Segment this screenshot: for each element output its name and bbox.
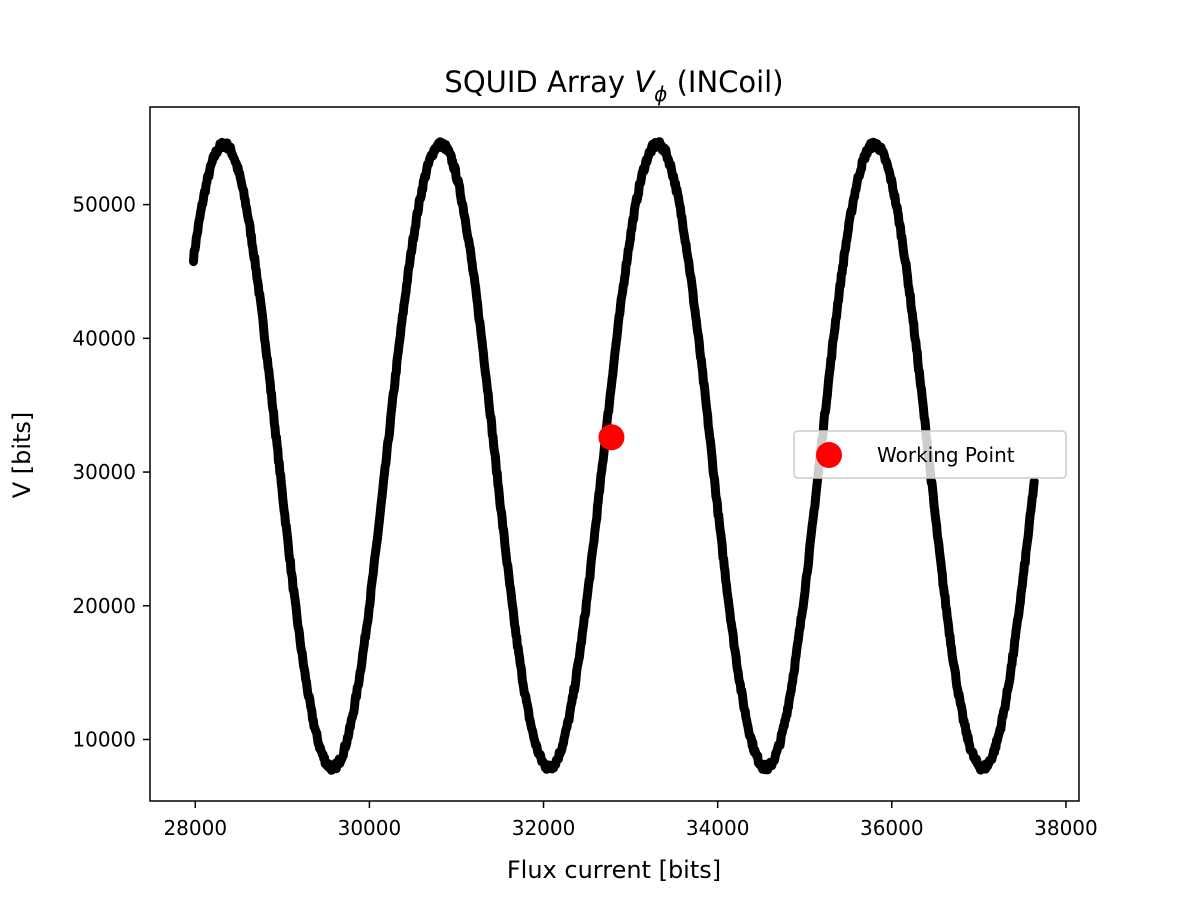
x-tick-label: 28000	[163, 816, 227, 840]
y-axis-label: V [bits]	[8, 412, 36, 499]
y-tick-label: 10000	[72, 727, 136, 751]
chart-title: SQUID Array Vϕ (INCoil)	[444, 65, 783, 106]
y-tick-label: 20000	[72, 594, 136, 618]
x-tick-label: 36000	[860, 816, 924, 840]
x-axis-label: Flux current [bits]	[507, 856, 721, 884]
y-tick-label: 40000	[72, 326, 136, 350]
plot-area	[189, 137, 1039, 775]
axes-frame	[149, 106, 1080, 802]
x-tick-label: 30000	[338, 816, 402, 840]
legend: Working Point	[793, 430, 1067, 479]
x-tick-label: 32000	[512, 816, 576, 840]
working-point-marker	[598, 424, 625, 451]
v-phi-curve	[189, 137, 1039, 775]
y-tick-label: 50000	[72, 193, 136, 217]
x-tick-label: 38000	[1034, 816, 1098, 840]
legend-box	[793, 430, 1067, 479]
y-tick-label: 30000	[72, 460, 136, 484]
axes: 28000 30000 32000 34000 36000 38000 10000 20000…	[72, 106, 1098, 840]
x-tick-label: 34000	[686, 816, 750, 840]
legend-marker-working-point	[816, 442, 842, 468]
legend-label-working-point: Working Point	[877, 443, 1015, 467]
